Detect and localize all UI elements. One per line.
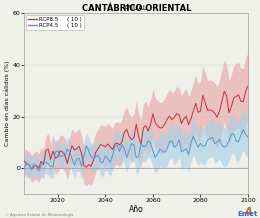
Text: © Agencia Estatal de Meteorología: © Agencia Estatal de Meteorología: [5, 213, 74, 217]
Legend: RCP8.5     ( 10 ), RCP4.5     ( 10 ): RCP8.5 ( 10 ), RCP4.5 ( 10 ): [26, 15, 84, 30]
Text: ANUAL: ANUAL: [124, 5, 148, 11]
Text: A: A: [245, 207, 252, 217]
Y-axis label: Cambio en días cálidos (%): Cambio en días cálidos (%): [4, 61, 10, 146]
Text: Emet: Emet: [237, 211, 257, 217]
X-axis label: Año: Año: [129, 205, 144, 214]
Title: CANTÁBRICO ORIENTAL: CANTÁBRICO ORIENTAL: [82, 4, 191, 13]
